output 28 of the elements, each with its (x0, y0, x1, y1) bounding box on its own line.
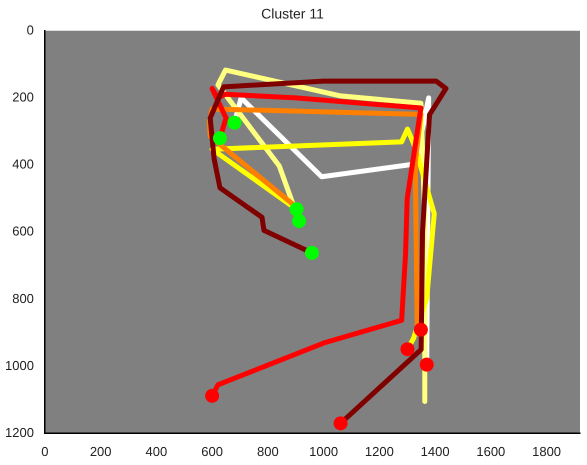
y-tick-label: 0 (26, 22, 34, 38)
y-tick-label: 1000 (5, 358, 34, 373)
y-tick-label: 1200 (5, 424, 34, 440)
point (227, 116, 242, 130)
x-tick-label: 200 (90, 444, 112, 459)
point (334, 416, 348, 430)
chart-title: Cluster 11 (261, 5, 324, 22)
point (290, 202, 304, 216)
point (400, 342, 414, 356)
x-tick-label: 1600 (476, 444, 506, 459)
x-tick-label: 1800 (532, 444, 562, 459)
x-tick-label: 400 (146, 444, 168, 459)
x-tick-label: 600 (201, 444, 223, 459)
x-tick-label: 800 (257, 444, 279, 459)
x-tick-label: 1200 (364, 444, 394, 459)
y-tick-label: 600 (12, 224, 34, 239)
x-tick-label: 1400 (420, 444, 450, 459)
y-tick-label: 800 (12, 290, 34, 306)
x-tick-label: 0 (41, 444, 49, 459)
x-tick-label: 1000 (309, 444, 338, 459)
point (304, 246, 319, 260)
y-tick-label: 400 (12, 156, 34, 172)
point (212, 131, 227, 146)
point (420, 358, 434, 372)
y-tick-label: 200 (12, 89, 34, 104)
point (414, 322, 428, 337)
point (205, 388, 220, 403)
point (292, 214, 306, 228)
